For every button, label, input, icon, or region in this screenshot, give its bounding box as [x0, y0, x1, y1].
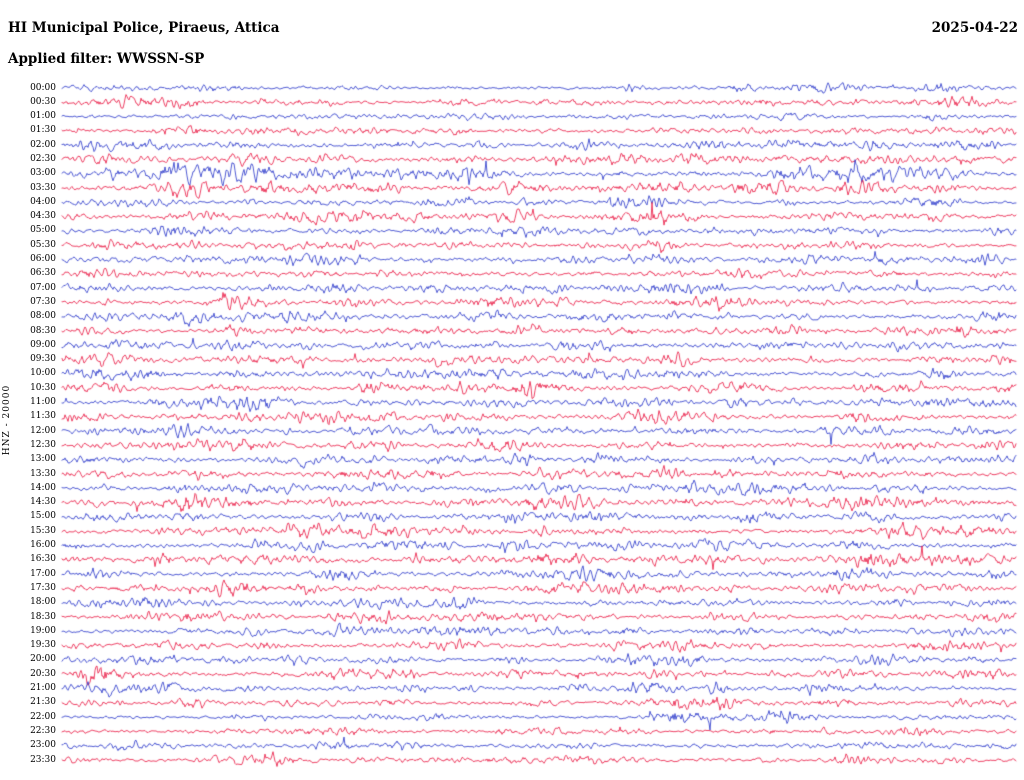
time-label: 10:00: [30, 368, 56, 379]
time-label: 12:30: [30, 439, 56, 450]
station-title: HI Municipal Police, Piraeus, Attica: [8, 20, 280, 36]
time-label: 13:00: [30, 454, 56, 465]
time-label: 04:00: [30, 196, 56, 207]
time-label: 15:30: [30, 525, 56, 536]
time-label: 07:00: [30, 282, 56, 293]
date-label: 2025-04-22: [931, 20, 1018, 36]
time-label: 16:30: [30, 554, 56, 565]
time-label: 17:30: [30, 582, 56, 593]
time-label: 01:30: [30, 125, 56, 136]
time-label: 00:30: [30, 96, 56, 107]
time-label: 10:30: [30, 382, 56, 393]
time-label: 19:00: [30, 625, 56, 636]
time-label: 23:00: [30, 740, 56, 751]
time-label: 03:30: [30, 182, 56, 193]
time-label: 18:00: [30, 597, 56, 608]
time-label: 04:30: [30, 211, 56, 222]
time-label: 14:00: [30, 482, 56, 493]
time-label: 21:00: [30, 683, 56, 693]
time-label: 06:00: [30, 254, 56, 265]
time-label: 05:00: [30, 225, 56, 236]
time-label: 15:00: [30, 511, 56, 522]
time-label: 12:00: [30, 425, 56, 436]
time-label: 03:00: [30, 168, 56, 179]
time-label: 23:30: [30, 754, 56, 765]
time-label: 05:30: [30, 239, 56, 250]
time-label: 07:30: [30, 296, 56, 307]
time-label: 18:30: [30, 611, 56, 622]
time-label: 14:30: [30, 497, 56, 508]
time-label: 11:00: [30, 397, 56, 408]
time-label: 02:30: [30, 153, 56, 164]
time-label: 09:30: [30, 354, 56, 365]
time-label: 19:30: [30, 640, 56, 651]
time-label: 16:00: [30, 540, 56, 551]
time-label: 20:00: [30, 654, 56, 665]
time-label: 00:00: [30, 82, 56, 93]
time-label: 09:00: [30, 339, 56, 350]
time-label: 08:00: [30, 311, 56, 322]
time-label: 22:30: [30, 725, 56, 736]
time-label: 02:00: [30, 139, 56, 150]
time-label: 06:30: [30, 268, 56, 279]
time-label: 21:30: [30, 697, 56, 708]
time-label: 11:30: [30, 411, 56, 422]
time-label: 13:30: [30, 468, 56, 479]
filter-label: Applied filter: WWSSN-SP: [8, 51, 205, 67]
time-label: 17:00: [30, 568, 56, 579]
time-label: 01:00: [30, 111, 56, 122]
time-label: 22:00: [30, 711, 56, 722]
time-label: 20:30: [30, 668, 56, 679]
time-label: 08:30: [30, 325, 56, 336]
